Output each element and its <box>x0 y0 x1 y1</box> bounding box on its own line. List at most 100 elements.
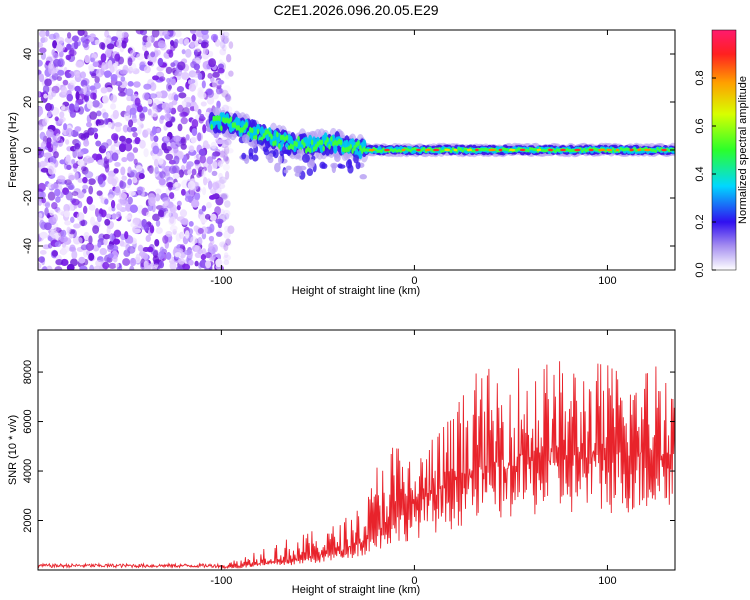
noise-blob <box>224 94 231 100</box>
noise-blob <box>114 122 123 128</box>
noise-blob <box>153 158 159 167</box>
noise-blob <box>216 159 224 165</box>
signal-straggler <box>285 165 292 171</box>
signal-blob <box>359 145 362 151</box>
snr-x-tick-label: -100 <box>210 575 232 587</box>
noise-blob <box>223 156 229 162</box>
signal-core <box>424 148 431 152</box>
noise-blob <box>113 168 119 174</box>
noise-blob <box>152 75 160 81</box>
noise-blob <box>158 260 165 269</box>
noise-blob <box>223 254 231 261</box>
noise-blob <box>102 112 109 119</box>
noise-blob <box>92 100 100 108</box>
noise-blob <box>114 53 121 62</box>
signal-blob <box>272 140 275 147</box>
noise-blob <box>222 37 229 45</box>
noise-blob <box>189 30 197 35</box>
noise-blob <box>111 36 119 42</box>
noise-blob <box>211 170 218 176</box>
noise-blob <box>145 211 151 218</box>
noise-blob <box>153 259 161 265</box>
noise-blob <box>208 235 215 242</box>
signal-core <box>519 148 526 152</box>
noise-blob <box>202 47 209 55</box>
signal-blob <box>256 128 260 135</box>
noise-blob <box>228 70 234 77</box>
noise-blob <box>224 139 230 148</box>
noise-blob <box>166 82 172 92</box>
noise-blob <box>88 185 94 195</box>
signal-blob <box>650 148 654 152</box>
noise-blob <box>174 181 179 188</box>
signal-blob <box>459 147 462 151</box>
noise-blob <box>114 186 121 194</box>
signal-blob <box>546 148 549 152</box>
signal-blob <box>378 149 381 153</box>
signal-blob <box>251 127 254 134</box>
noise-blob <box>145 128 152 135</box>
noise-blob <box>46 129 54 138</box>
colorbar-ticks: 0.0 0.2 0.4 0.6 0.8 <box>694 70 716 278</box>
colorbar-tick-label: 0.0 <box>694 262 706 277</box>
noise-blob <box>214 38 221 47</box>
noise-blob <box>99 247 108 256</box>
noise-blob <box>56 43 63 53</box>
noise-blob <box>218 172 223 180</box>
noise-blob <box>188 259 194 266</box>
noise-blob <box>145 234 151 242</box>
noise-blob <box>149 225 155 234</box>
signal-blob <box>243 124 246 131</box>
noise-blob <box>121 175 127 181</box>
signal-blob <box>355 141 358 148</box>
noise-blob <box>64 220 71 226</box>
noise-blob <box>46 265 53 270</box>
noise-blob <box>148 164 154 174</box>
signal-blob <box>337 138 341 145</box>
noise-blob <box>102 261 110 270</box>
noise-blob <box>119 192 127 200</box>
noise-blob <box>188 221 194 227</box>
noise-blob <box>139 139 146 149</box>
noise-blob <box>38 199 43 206</box>
signal-blob <box>623 148 627 152</box>
noise-blob <box>219 176 227 184</box>
noise-blob <box>74 143 81 150</box>
noise-blob <box>169 204 177 213</box>
noise-blob <box>128 190 136 196</box>
noise-blob <box>77 30 85 37</box>
signal-straggler <box>301 153 310 163</box>
noise-blob <box>82 184 89 190</box>
noise-blob <box>71 250 78 260</box>
noise-blob <box>97 159 104 166</box>
colorbar-label: Normalized spectral amplitude <box>737 76 749 224</box>
noise-blob <box>168 49 174 58</box>
signal-blob <box>320 139 324 146</box>
noise-blob <box>165 153 174 161</box>
noise-blob <box>224 200 231 208</box>
noise-blob <box>177 61 186 71</box>
noise-blob <box>197 36 203 44</box>
noise-blob <box>57 175 66 183</box>
signal-blob <box>303 142 306 149</box>
noise-blob <box>223 230 231 239</box>
noise-blob <box>190 136 197 144</box>
noise-blob <box>88 252 95 261</box>
noise-blob <box>166 181 174 188</box>
colorbar-tick-label: 0.2 <box>694 214 706 229</box>
noise-blob <box>77 159 85 166</box>
noise-blob <box>180 137 186 144</box>
noise-blob <box>120 200 129 206</box>
signal-blob <box>314 143 318 150</box>
noise-blob <box>111 213 117 220</box>
noise-blob <box>127 57 133 66</box>
noise-blob <box>94 220 100 227</box>
noise-blob <box>38 142 42 148</box>
noise-blob <box>86 157 95 164</box>
noise-blob <box>97 241 102 248</box>
noise-blob <box>59 159 66 165</box>
noise-blob <box>52 58 61 67</box>
noise-blob <box>220 194 228 201</box>
noise-blob <box>65 139 70 145</box>
spectrogram-y-tick-label: -20 <box>22 190 34 206</box>
